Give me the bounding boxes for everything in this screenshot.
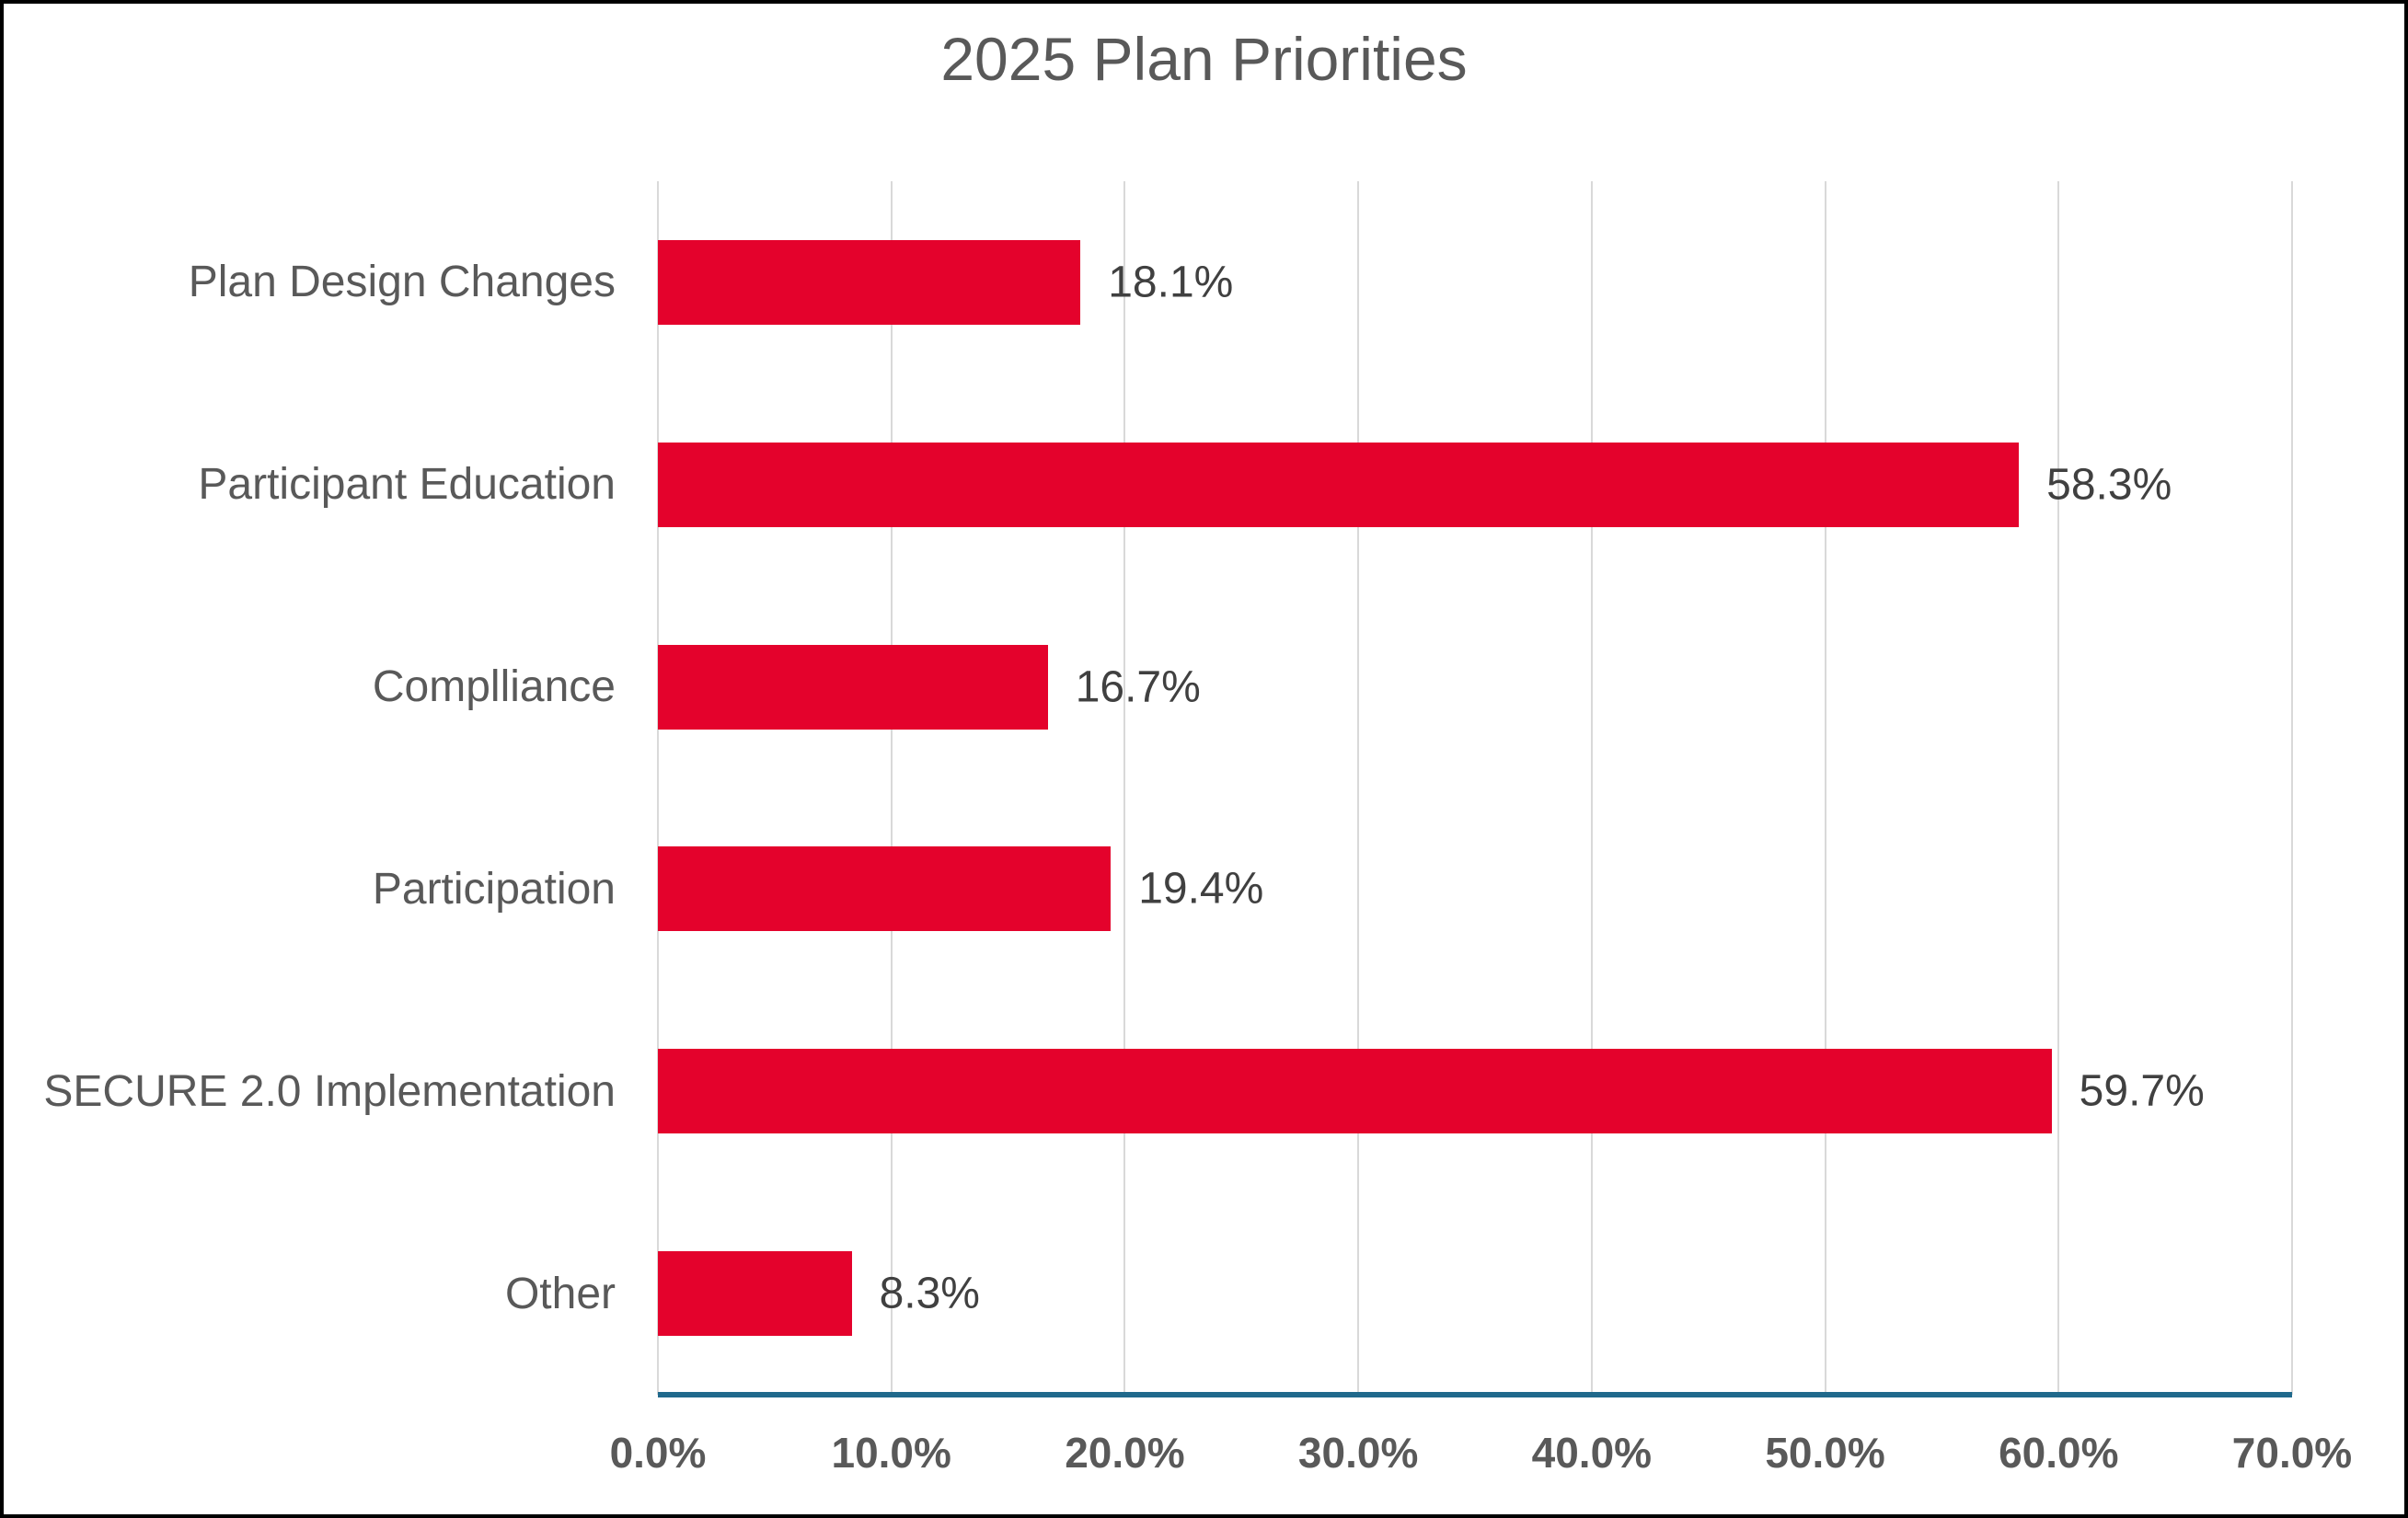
bar bbox=[658, 1251, 852, 1337]
category-label: Participation bbox=[372, 864, 616, 914]
category-label: Plan Design Changes bbox=[188, 258, 616, 307]
bar-rows: 18.1% 58.3% 16.7% 19.4% 59.7% 8.3% bbox=[658, 181, 2292, 1395]
x-tick-label: 20.0% bbox=[1065, 1429, 1185, 1477]
x-tick-label: 10.0% bbox=[831, 1429, 951, 1477]
bar bbox=[658, 239, 1081, 325]
bar-row: 16.7% bbox=[658, 586, 2292, 788]
x-tick-label: 40.0% bbox=[1531, 1429, 1653, 1477]
bar bbox=[658, 846, 1112, 932]
gridline bbox=[890, 181, 893, 1395]
bar-row: 18.1% bbox=[658, 181, 2292, 384]
x-axis: 0.0% 10.0% 20.0% 30.0% 40.0% 50.0% 60.0% 70.0% bbox=[610, 1395, 2353, 1514]
gridline bbox=[2057, 181, 2060, 1395]
bar-data-label: 18.1% bbox=[1108, 258, 1234, 307]
bar-row: 19.4% bbox=[658, 788, 2292, 990]
bar-data-label: 8.3% bbox=[879, 1269, 980, 1318]
category-labels: Plan Design Changes Participant Education… bbox=[4, 181, 658, 1395]
bar bbox=[658, 644, 1048, 730]
category-label: SECURE 2.0 Implementation bbox=[43, 1066, 616, 1116]
x-tick-label: 50.0% bbox=[1765, 1429, 1885, 1477]
bar-data-label: 19.4% bbox=[1138, 864, 1264, 914]
bar bbox=[658, 1049, 2052, 1134]
chart-title: 2025 Plan Priorities bbox=[940, 25, 1468, 93]
plot-area: 18.1% 58.3% 16.7% 19.4% 59.7% 8.3% bbox=[657, 181, 2293, 1397]
category-label: Participant Education bbox=[198, 460, 616, 510]
bar-row: 58.3% bbox=[658, 384, 2292, 586]
x-tick-label: 30.0% bbox=[1297, 1429, 1419, 1477]
category-label: Other bbox=[504, 1269, 616, 1318]
x-axis-line bbox=[658, 1392, 2292, 1397]
bar-row: 59.7% bbox=[658, 990, 2292, 1192]
bar-data-label: 16.7% bbox=[1075, 662, 1201, 712]
gridline bbox=[1590, 181, 1593, 1395]
x-tick-label: 70.0% bbox=[2231, 1429, 2353, 1477]
gridline bbox=[1357, 181, 1360, 1395]
category-label: Complliance bbox=[372, 662, 616, 712]
gridline bbox=[2291, 181, 2293, 1395]
x-tick-label: 0.0% bbox=[609, 1429, 707, 1477]
gridline bbox=[1123, 181, 1126, 1395]
bar-data-label: 59.7% bbox=[2079, 1066, 2205, 1116]
bar-data-label: 58.3% bbox=[2046, 460, 2172, 510]
x-tick-label: 60.0% bbox=[1999, 1429, 2119, 1477]
gridline bbox=[1824, 181, 1826, 1395]
bar bbox=[658, 442, 2020, 527]
bar-row: 8.3% bbox=[658, 1192, 2292, 1395]
gridline bbox=[657, 181, 659, 1395]
